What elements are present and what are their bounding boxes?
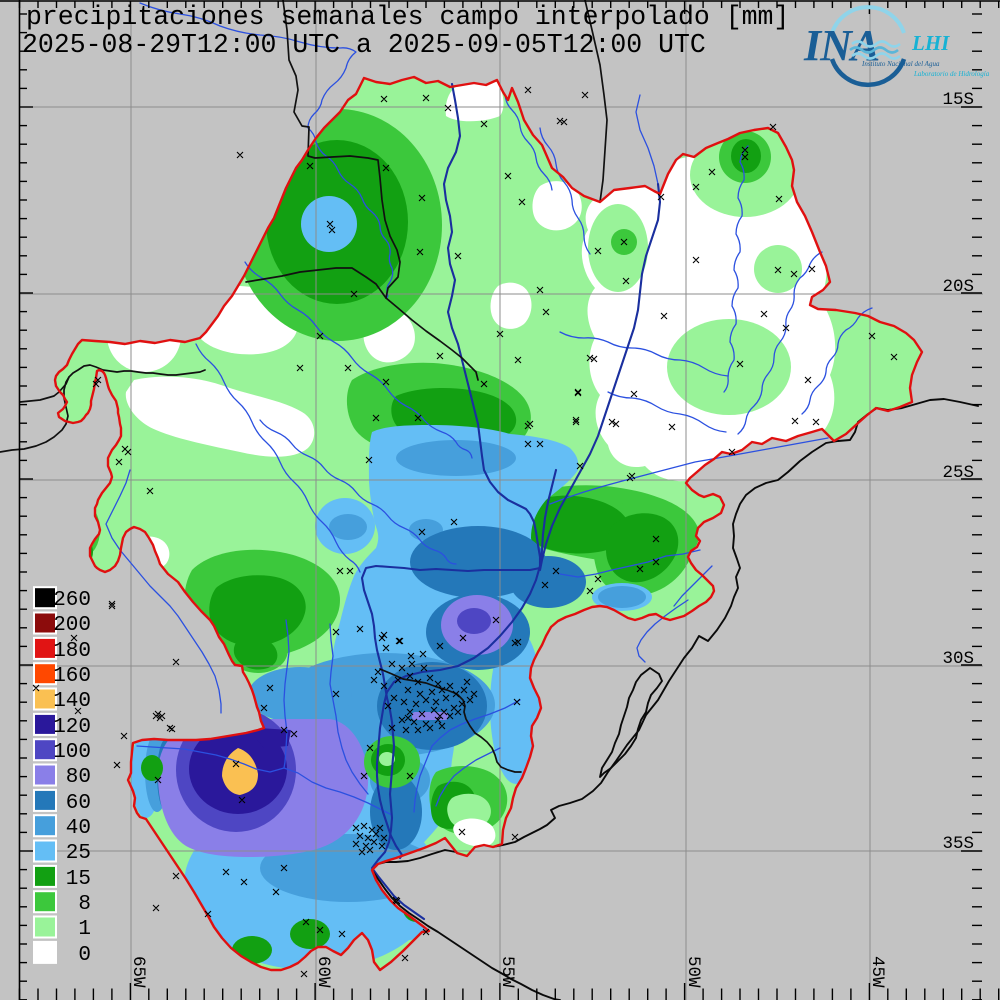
- svg-text:1: 1: [78, 918, 91, 941]
- svg-text:80: 80: [66, 766, 91, 789]
- svg-text:8: 8: [78, 893, 91, 916]
- svg-text:60W: 60W: [313, 956, 333, 988]
- svg-text:25: 25: [66, 842, 91, 865]
- svg-text:45W: 45W: [867, 956, 887, 988]
- svg-text:120: 120: [53, 716, 91, 739]
- svg-text:60: 60: [66, 792, 91, 815]
- svg-text:200: 200: [53, 614, 91, 637]
- svg-text:30S: 30S: [942, 649, 974, 669]
- svg-text:Laboratorio de Hidrología: Laboratorio de Hidrología: [913, 70, 990, 78]
- svg-text:precipitaciones semanales camp: precipitaciones semanales campo interpol…: [26, 2, 789, 32]
- svg-text:15S: 15S: [942, 90, 974, 110]
- svg-text:180: 180: [53, 640, 91, 663]
- svg-text:260: 260: [53, 589, 91, 612]
- svg-text:LHI: LHI: [911, 31, 950, 55]
- svg-text:65W: 65W: [128, 956, 148, 988]
- svg-text:25S: 25S: [942, 463, 974, 483]
- svg-text:15: 15: [66, 868, 91, 891]
- svg-text:40: 40: [66, 817, 91, 840]
- svg-text:100: 100: [53, 741, 91, 764]
- svg-text:55W: 55W: [497, 956, 517, 988]
- svg-text:160: 160: [53, 665, 91, 688]
- svg-text:140: 140: [53, 690, 91, 713]
- svg-text:2025-08-29T12:00 UTC a 2025-09: 2025-08-29T12:00 UTC a 2025-09-05T12:00 …: [22, 30, 706, 60]
- svg-text:35S: 35S: [942, 834, 974, 854]
- svg-text:20S: 20S: [942, 277, 974, 297]
- svg-text:Instituto Nacional del Agua: Instituto Nacional del Agua: [861, 60, 940, 68]
- svg-text:50W: 50W: [683, 956, 703, 988]
- svg-text:0: 0: [78, 944, 91, 967]
